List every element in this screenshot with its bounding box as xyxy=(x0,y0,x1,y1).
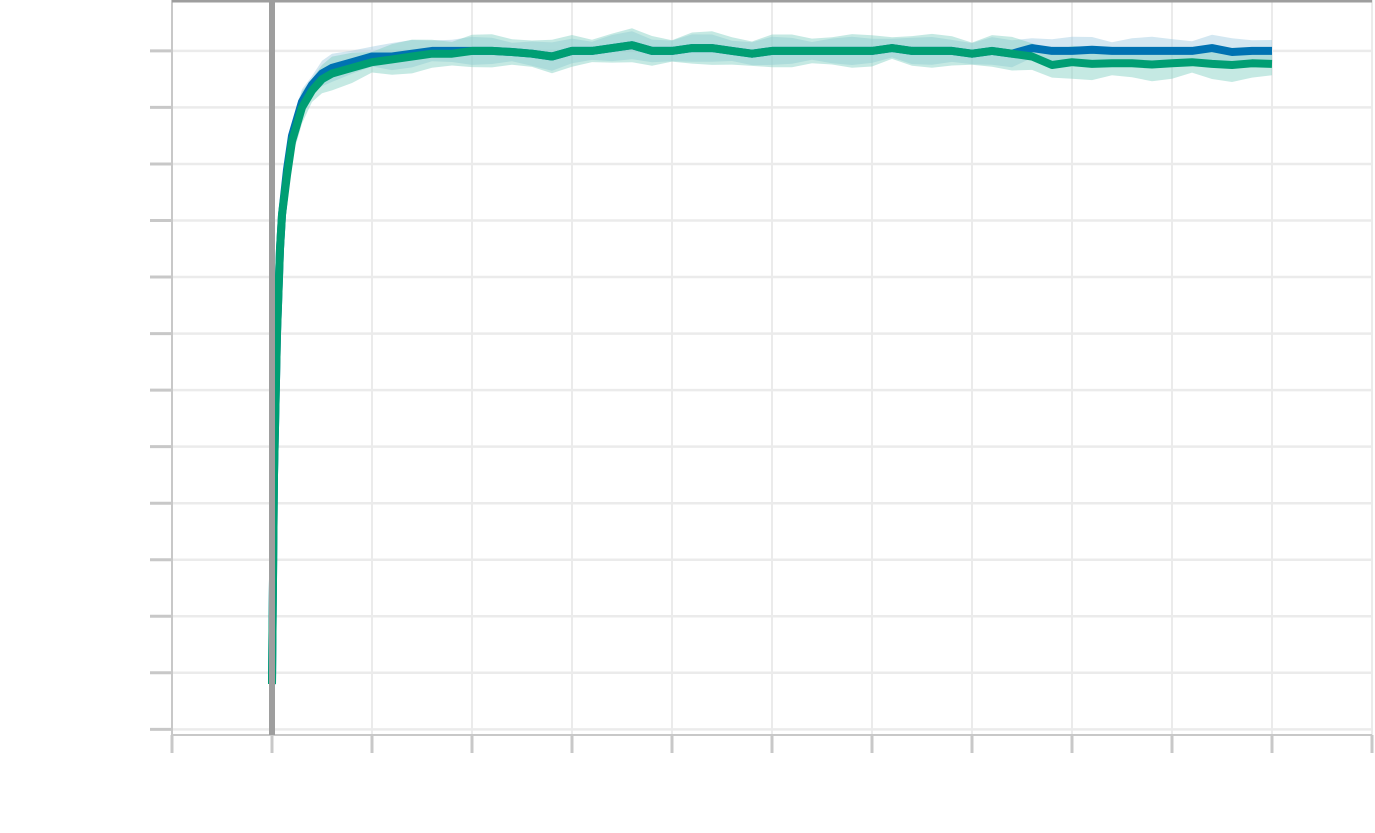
axis-layer xyxy=(150,0,1374,753)
series-layer xyxy=(268,41,1273,685)
grid-layer xyxy=(172,0,1373,735)
series-2-line xyxy=(268,41,1273,685)
